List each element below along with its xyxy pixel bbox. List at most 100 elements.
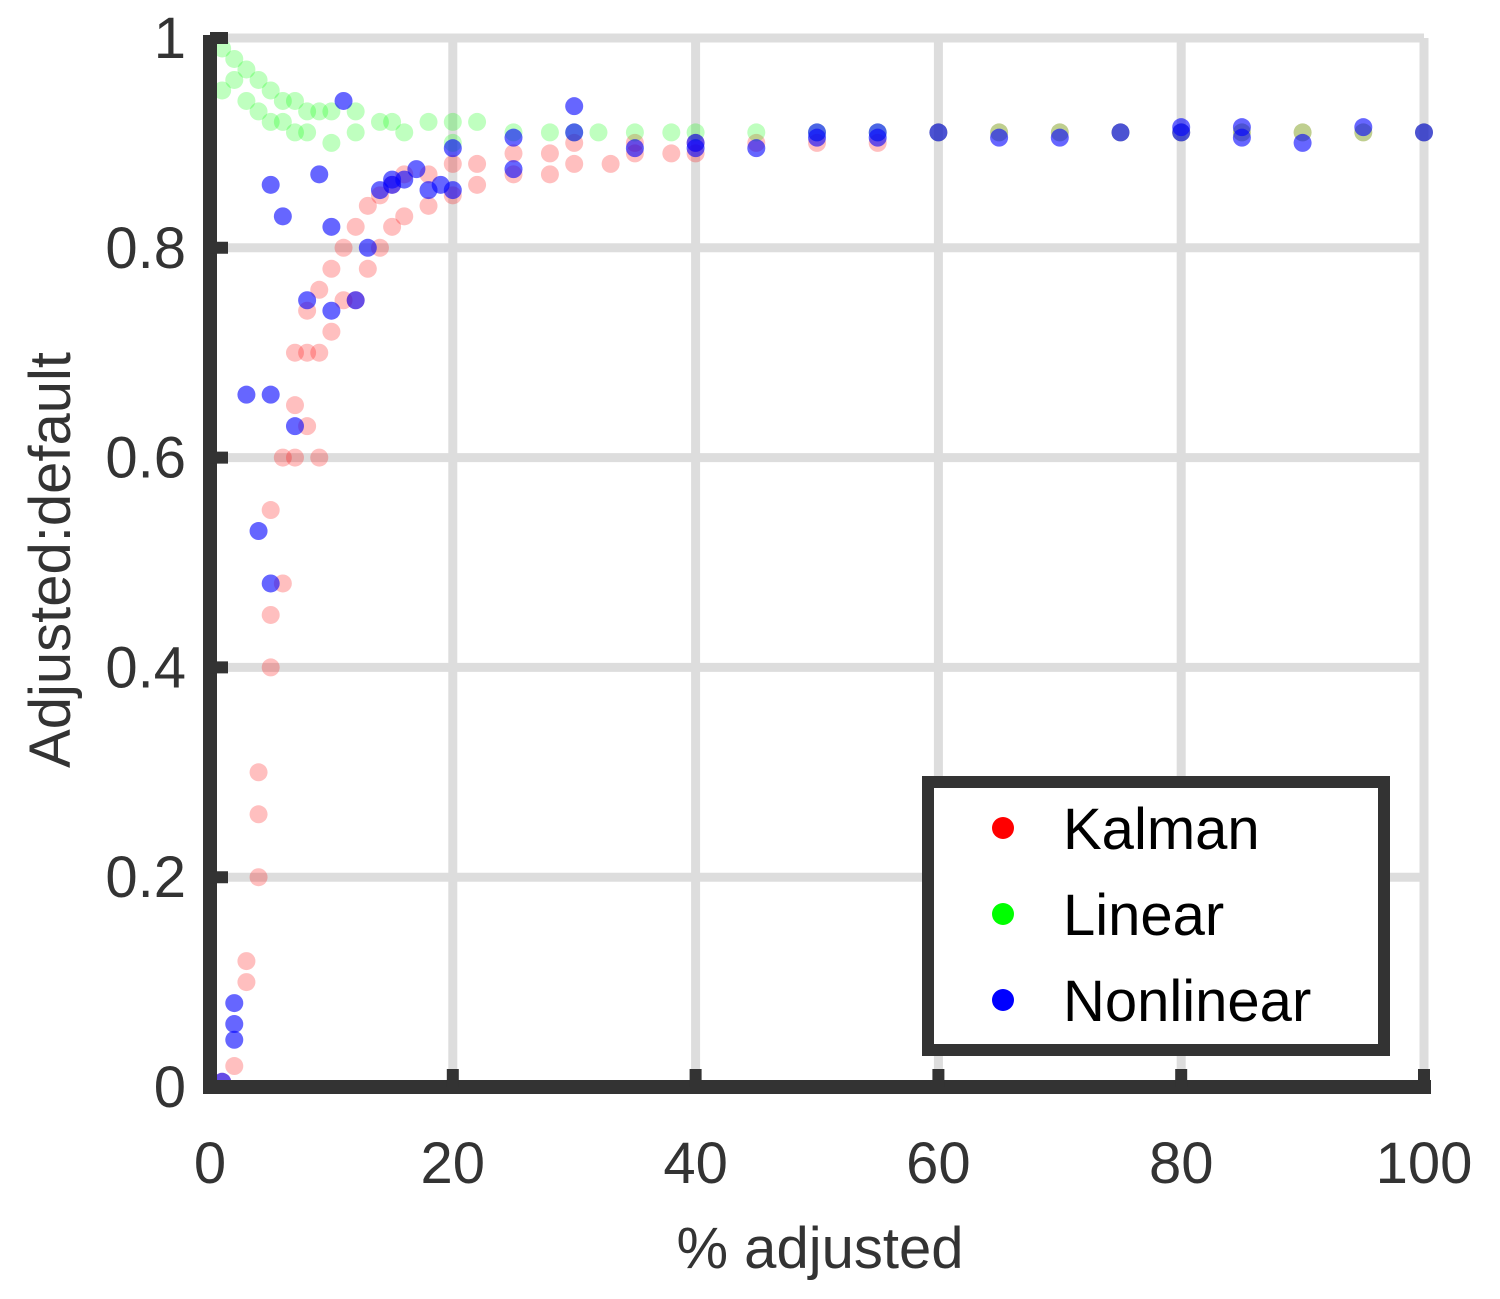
data-point-nonlinear [273,207,292,226]
axes [203,35,1431,1094]
data-point-nonlinear [443,181,462,200]
data-point-linear [261,81,280,100]
data-point-nonlinear [237,385,256,404]
legend-marker-nonlinear [992,989,1014,1011]
legend-marker-kalman [992,817,1014,839]
data-point-nonlinear [334,91,353,110]
data-point-linear [322,102,341,121]
y-tick-label: 0.6 [105,426,186,491]
data-point-linear [395,123,414,142]
data-point-nonlinear [1111,123,1130,142]
data-point-kalman [298,343,317,362]
data-point-linear [540,123,559,142]
data-point-nonlinear [686,139,705,158]
data-point-kalman [565,154,584,173]
data-point-nonlinear [322,301,341,320]
x-tick-label: 0 [194,1131,226,1196]
data-point-linear [249,102,268,121]
y-tick-label: 1 [154,6,186,71]
data-point-nonlinear [249,522,268,541]
data-point-nonlinear [929,123,948,142]
data-point-kalman [346,217,365,236]
x-ticks: 0 20 40 60 80 100 [194,1069,1473,1196]
data-point-nonlinear [990,128,1009,147]
y-tick-label: 0.8 [105,216,186,281]
data-point-kalman [249,805,268,824]
data-point-kalman [237,952,256,971]
x-tick-label: 60 [906,1131,971,1196]
data-point-linear [285,91,304,110]
data-point-nonlinear [1415,123,1433,142]
data-point-kalman [249,763,268,782]
data-point-nonlinear [261,574,280,593]
data-point-linear [237,60,256,79]
data-point-kalman [237,973,256,992]
data-point-linear [273,112,292,131]
data-point-nonlinear [407,160,426,179]
data-point-linear [443,112,462,131]
data-point-linear [346,102,365,121]
data-point-kalman [310,448,329,467]
data-point-kalman [273,448,292,467]
data-point-kalman [383,217,402,236]
legend-label-nonlinear: Nonlinear [1063,969,1311,1034]
data-point-linear [747,123,766,142]
data-point-kalman [395,207,414,226]
data-point-kalman [285,396,304,415]
x-tick-label: 40 [663,1131,728,1196]
data-point-nonlinear [395,170,414,189]
x-tick-label: 100 [1376,1131,1473,1196]
series-nonlinear [213,91,1433,1091]
data-point-nonlinear [504,160,523,179]
data-point-linear [625,123,644,142]
data-point-linear [322,133,341,152]
data-point-nonlinear [346,291,365,310]
grid-lines [210,33,1429,1087]
legend-label-kalman: Kalman [1063,797,1260,862]
data-point-kalman [601,154,620,173]
data-point-linear [383,112,402,131]
x-axis-label: % adjusted [677,1216,964,1281]
data-point-kalman [540,144,559,163]
y-tick-label: 0.4 [105,635,186,700]
data-point-nonlinear [747,139,766,158]
data-point-nonlinear [1232,118,1251,137]
data-point-nonlinear [565,123,584,142]
data-point-linear [237,91,256,110]
data-point-kalman [249,868,268,887]
data-point-kalman [285,448,304,467]
data-point-kalman [310,343,329,362]
data-point-kalman [540,165,559,184]
data-point-kalman [443,154,462,173]
data-point-nonlinear [808,123,826,142]
data-point-kalman [662,144,681,163]
legend: Kalman Linear Nonlinear [922,776,1390,1056]
data-point-nonlinear [225,994,244,1013]
data-point-linear [225,49,244,68]
data-point-nonlinear [322,217,341,236]
data-point-nonlinear [261,175,280,194]
data-point-nonlinear [225,1030,244,1049]
data-point-nonlinear [1293,133,1312,152]
data-point-linear [662,123,681,142]
data-point-linear [346,123,365,142]
data-point-kalman [285,343,304,362]
data-point-kalman [358,259,377,278]
data-point-linear [370,112,389,131]
data-point-linear [298,102,317,121]
data-point-linear [225,70,244,89]
data-point-kalman [468,175,487,194]
data-point-linear [285,123,304,142]
data-point-nonlinear [565,97,584,116]
data-point-nonlinear [285,417,304,436]
data-point-nonlinear [625,139,644,158]
data-point-linear [419,112,438,131]
data-point-linear [273,91,292,110]
data-point-nonlinear [225,1015,244,1034]
y-tick-label: 0 [154,1055,186,1120]
data-point-linear [589,123,608,142]
data-point-kalman [334,238,353,257]
data-point-nonlinear [1172,118,1191,137]
data-point-nonlinear [504,128,523,147]
